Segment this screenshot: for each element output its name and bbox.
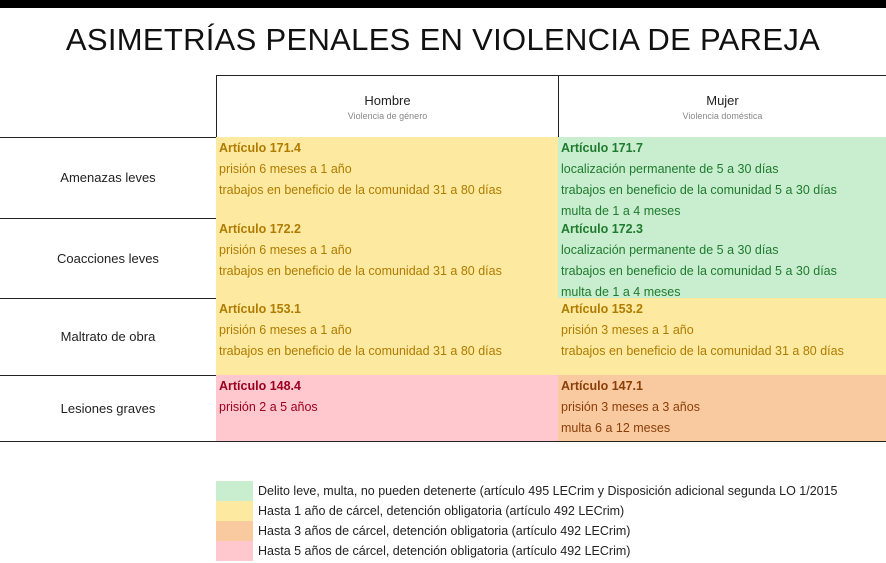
article: Artículo 148.4: [219, 379, 301, 393]
penalty: localización permanente de 5 a 30 días: [561, 243, 779, 257]
table-cell: Artículo 171.7 localización permanente de…: [558, 137, 886, 219]
penalty: multa de 1 a 4 meses: [561, 285, 681, 299]
row-label: Maltrato de obra: [0, 298, 217, 376]
legend-text: Hasta 5 años de cárcel, detención obliga…: [258, 544, 631, 558]
penalty: prisión 3 meses a 3 años: [561, 400, 700, 414]
penalty: prisión 3 meses a 1 año: [561, 323, 694, 337]
table-cell: Artículo 147.1 prisión 3 meses a 3 años mu…: [558, 375, 886, 442]
title: ASIMETRÍAS PENALES EN VIOLENCIA DE PAREJ…: [65, 22, 821, 57]
legend-swatch: [216, 501, 253, 521]
legend-text: Hasta 1 año de cárcel, detención obligat…: [258, 504, 625, 518]
article: Artículo 171.4: [219, 141, 301, 155]
table-cell: Artículo 171.4 prisión 6 meses a 1 año tra…: [216, 137, 559, 219]
article: Artículo 153.1: [219, 302, 301, 316]
penalty: prisión 6 meses a 1 año: [219, 243, 352, 257]
table-cell: Artículo 153.1 prisión 6 meses a 1 año tra…: [216, 298, 559, 376]
legend-swatch: [216, 521, 253, 541]
top-bar: [0, 0, 886, 8]
article: Artículo 153.2: [561, 302, 643, 316]
penalty: trabajos en beneficio de la comunidad 5 …: [561, 183, 837, 197]
article: Artículo 171.7: [561, 141, 643, 155]
column-subtitle: Violencia de género: [347, 111, 428, 121]
penalty: prisión 2 a 5 años: [219, 400, 318, 414]
article: Artículo 147.1: [561, 379, 643, 393]
penalty: trabajos en beneficio de la comunidad 31…: [561, 344, 844, 358]
penalty: localización permanente de 5 a 30 días: [561, 162, 779, 176]
row-label: Amenazas leves: [0, 137, 217, 219]
table-cell: Artículo 148.4 prisión 2 a 5 años: [216, 375, 559, 442]
penalty: trabajos en beneficio de la comunidad 31…: [219, 183, 502, 197]
table-cell: Artículo 153.2 prisión 3 meses a 1 año tra…: [558, 298, 886, 376]
penalty: prisión 6 meses a 1 año: [219, 162, 352, 176]
penalty: trabajos en beneficio de la comunidad 31…: [219, 264, 502, 278]
legend-text: Delito leve, multa, no pueden detenerte …: [258, 484, 838, 498]
penalty: trabajos en beneficio de la comunidad 5 …: [561, 264, 837, 278]
row-label: Lesiones graves: [0, 375, 217, 442]
penalty: prisión 6 meses a 1 año: [219, 323, 352, 337]
penalty: multa 6 a 12 meses: [561, 421, 671, 435]
column-name: Hombre: [364, 93, 411, 108]
column-header: Mujer Violencia doméstica: [558, 75, 886, 138]
header-rule: [0, 137, 216, 138]
column-header: Hombre Violencia de género: [216, 75, 559, 138]
table-cell: Artículo 172.2 prisión 6 meses a 1 año tra…: [216, 218, 559, 299]
legend-swatch: [216, 541, 253, 561]
legend-swatch: [216, 481, 253, 501]
article: Artículo 172.2: [219, 222, 301, 236]
article: Artículo 172.3: [561, 222, 643, 236]
penalty: multa de 1 a 4 meses: [561, 204, 681, 218]
legend-text: Hasta 3 años de cárcel, detención obliga…: [258, 524, 631, 538]
row-label: Coacciones leves: [0, 218, 217, 299]
table-cell: Artículo 172.3 localización permanente de…: [558, 218, 886, 299]
column-subtitle: Violencia doméstica: [682, 111, 763, 121]
penalty: trabajos en beneficio de la comunidad 31…: [219, 344, 502, 358]
column-name: Mujer: [706, 93, 739, 108]
